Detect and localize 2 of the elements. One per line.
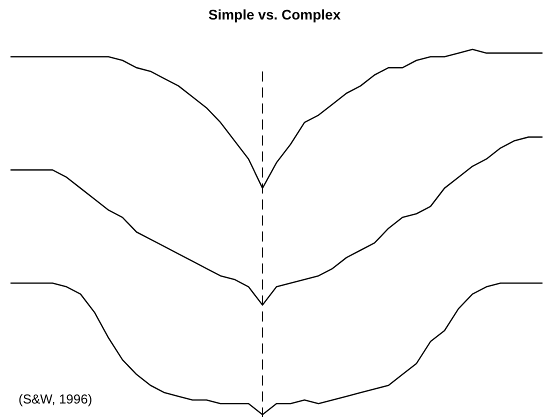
chart-title: Simple vs. Complex xyxy=(208,6,341,22)
annotation: (S&W, 1996) xyxy=(18,392,92,406)
